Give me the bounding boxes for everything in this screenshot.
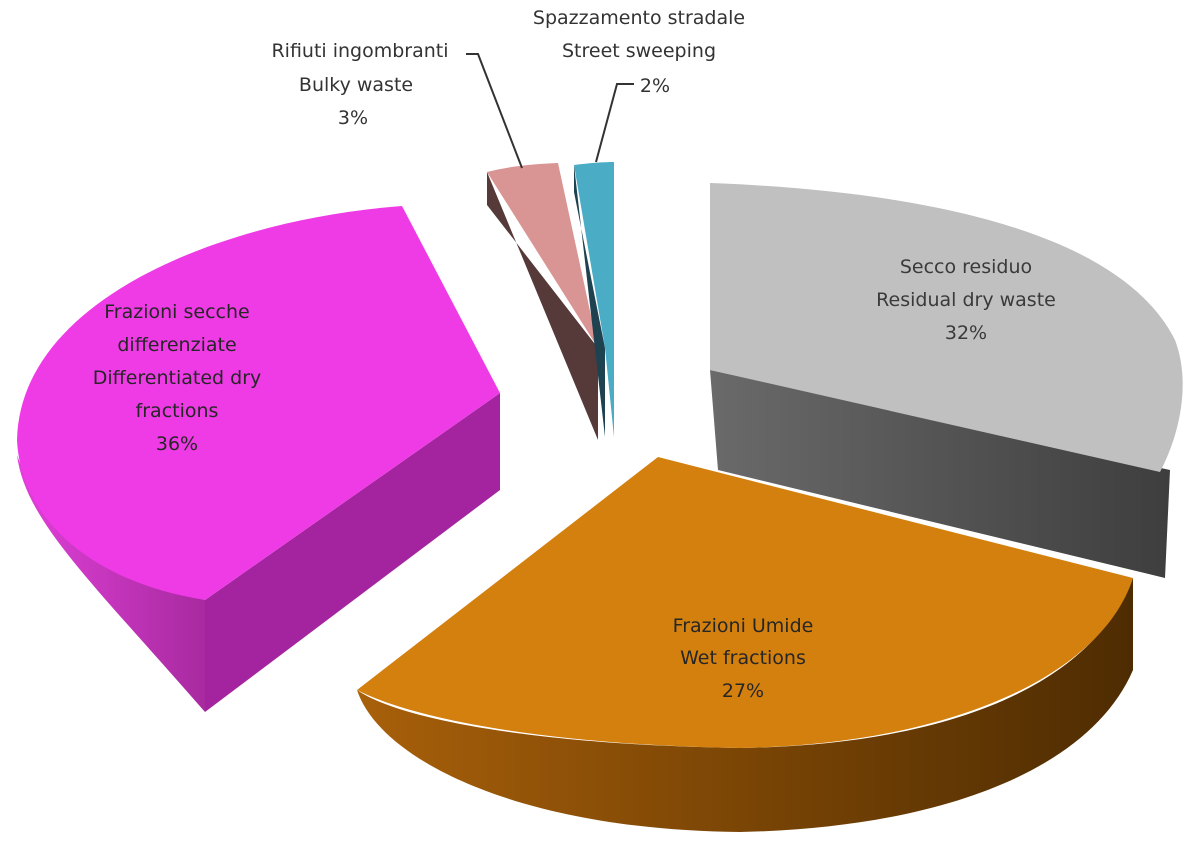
- slice-top-bulky-waste: [487, 163, 598, 348]
- slice-differentiated-dry-fractions: Frazioni secche differenziate Differenti…: [17, 206, 500, 712]
- slice-side-wet-fractions: [357, 578, 1133, 832]
- slice-top-differentiated-dry-fractions: [17, 206, 500, 600]
- slice-top-wet-fractions: [357, 457, 1133, 748]
- label-wet-fractions-pct: 27%: [722, 680, 764, 702]
- slice-front-differentiated-dry-fractions: [205, 393, 500, 712]
- slice-street-sweeping: Spazzamento stradale Street sweeping 2%: [533, 7, 745, 437]
- label-residual-dry-waste-it: Secco residuo: [900, 256, 1032, 278]
- slice-top-street-sweeping: [574, 162, 614, 437]
- label-differentiated-dry-en-1: Differentiated dry: [93, 367, 262, 389]
- slice-top-residual-dry-waste: [710, 183, 1183, 472]
- label-street-sweeping-en: Street sweeping: [562, 40, 716, 62]
- label-differentiated-dry-it-2: differenziate: [117, 334, 236, 356]
- label-differentiated-dry-pct: 36%: [156, 433, 198, 455]
- slice-bulky-waste: Rifiuti ingombranti Bulky waste 3%: [271, 40, 598, 440]
- label-residual-dry-waste-pct: 32%: [945, 322, 987, 344]
- leader-line-bulky-waste: [466, 53, 523, 169]
- slice-side-bulky-waste: [487, 172, 598, 440]
- label-street-sweeping-pct: 2%: [640, 75, 670, 97]
- leader-line-street-sweeping: [595, 83, 634, 163]
- label-residual-dry-waste-en: Residual dry waste: [876, 289, 1056, 311]
- slice-wet-fractions: Frazioni Umide Wet fractions 27%: [357, 457, 1133, 832]
- slice-side-street-sweeping: [574, 165, 605, 437]
- label-bulky-waste-it: Rifiuti ingombranti: [271, 40, 448, 62]
- label-bulky-waste-pct: 3%: [338, 107, 368, 129]
- label-differentiated-dry-en-2: fractions: [136, 400, 219, 422]
- label-bulky-waste-en: Bulky waste: [299, 74, 413, 96]
- label-wet-fractions-en: Wet fractions: [680, 647, 806, 669]
- slice-side-differentiated-dry-fractions: [17, 455, 205, 712]
- slice-residual-dry-waste: Secco residuo Residual dry waste 32%: [710, 183, 1183, 578]
- label-differentiated-dry-it-1: Frazioni secche: [104, 301, 249, 323]
- label-wet-fractions-it: Frazioni Umide: [673, 615, 814, 637]
- label-street-sweeping-it: Spazzamento stradale: [533, 7, 745, 29]
- slice-side-residual-dry-waste: [710, 370, 1170, 578]
